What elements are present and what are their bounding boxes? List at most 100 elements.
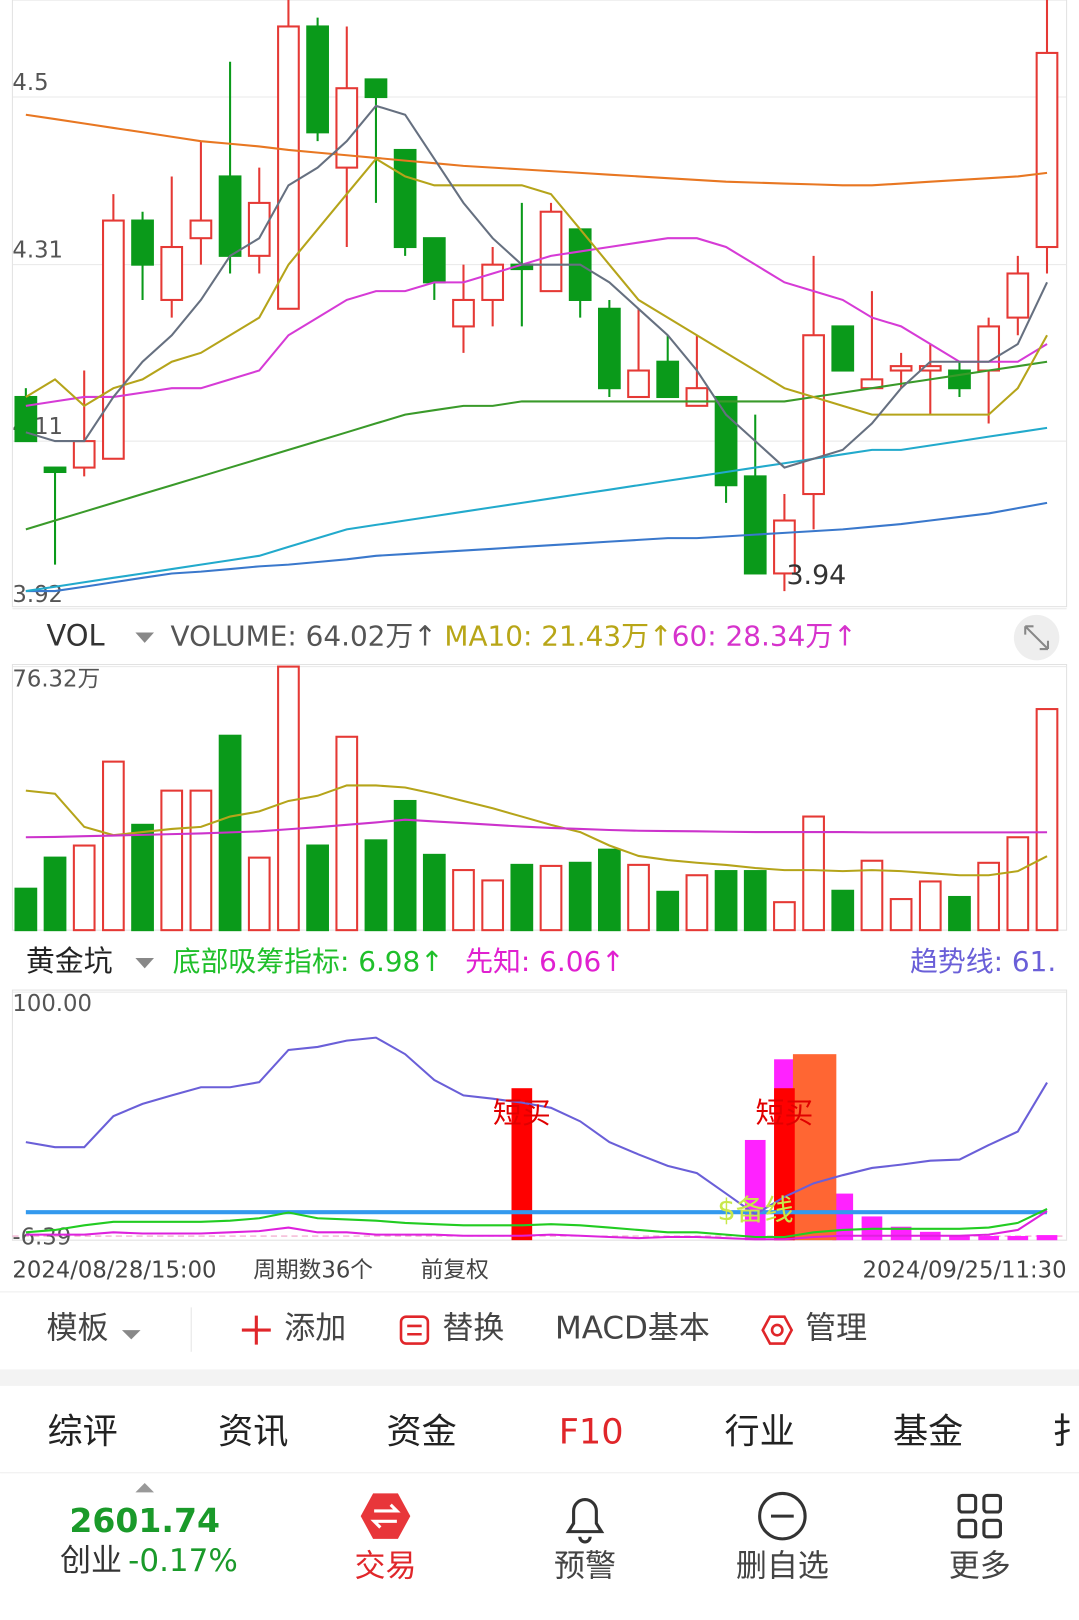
end-date: 2024/09/25/11:30	[863, 1258, 1067, 1284]
volume-bar	[364, 839, 388, 932]
dropdown-icon	[121, 1330, 141, 1340]
series-line	[25, 426, 1048, 593]
signal-bar	[792, 1054, 837, 1241]
volume-bar	[918, 880, 942, 932]
tab[interactable]: F10	[559, 1411, 624, 1452]
remove-icon	[758, 1491, 807, 1541]
nav-remove[interactable]: 删自选	[736, 1548, 829, 1584]
volume-bar	[247, 856, 271, 932]
nav-alert[interactable]: 预警	[554, 1548, 616, 1584]
y-tick-label: 100.00	[12, 991, 92, 1017]
signal-bar	[949, 1235, 970, 1241]
volume-bar	[831, 889, 855, 932]
tab[interactable]: 资金	[387, 1411, 457, 1452]
tab[interactable]: 基金	[893, 1411, 963, 1452]
candle-body	[918, 365, 942, 372]
series-line	[25, 784, 1048, 877]
candle-body	[977, 325, 1001, 372]
ind-label: 底部吸筹指标: 6.98↑	[173, 945, 444, 978]
replace-button[interactable]: 替换	[442, 1311, 504, 1347]
candle-body	[393, 148, 417, 249]
support-label: $备线	[717, 1193, 793, 1227]
series-line	[25, 113, 1048, 187]
candle-body	[685, 387, 709, 407]
volume-bar	[568, 861, 592, 932]
series-line	[25, 1036, 1048, 1216]
candle-body	[131, 219, 154, 266]
candle-body	[422, 237, 446, 284]
nav-more[interactable]: 更多	[949, 1548, 1011, 1584]
candle-body	[72, 440, 96, 469]
template-button[interactable]: 模板	[47, 1311, 109, 1347]
volume-bar	[452, 869, 475, 932]
candle-body	[889, 365, 913, 372]
y-tick-label: 4.5	[12, 70, 48, 96]
alert-icon	[565, 1498, 605, 1544]
manage-icon	[761, 1315, 794, 1345]
macd-button[interactable]: MACD基本	[555, 1311, 710, 1347]
adjust-mode[interactable]: 前复权	[421, 1258, 489, 1284]
volume-bar	[889, 898, 913, 932]
volume-bar	[277, 665, 300, 932]
add-button[interactable]: 添加	[284, 1311, 346, 1347]
candle-body	[452, 298, 475, 328]
tab[interactable]: 资讯	[218, 1411, 288, 1452]
candle-body	[102, 219, 125, 460]
volume-bar	[1006, 836, 1030, 932]
volume-bar	[714, 870, 738, 932]
candle-body	[160, 245, 184, 301]
signal-bar	[978, 1236, 999, 1241]
candle-body	[43, 466, 67, 474]
dropdown-icon[interactable]	[135, 632, 155, 643]
candle-body	[218, 175, 242, 257]
replace-icon	[407, 1324, 422, 1336]
volume-bar	[597, 848, 621, 932]
tab[interactable]: 综评	[48, 1411, 118, 1452]
dropdown-icon[interactable]	[135, 958, 155, 969]
manage-button[interactable]: 管理	[805, 1311, 867, 1347]
trade-icon	[370, 1503, 401, 1529]
candle-body	[1006, 272, 1030, 319]
volume-bar	[43, 856, 67, 932]
tab[interactable]: 行业	[725, 1411, 795, 1452]
add-icon	[241, 1315, 271, 1345]
volume-bar	[773, 901, 796, 932]
vol-ma10-label: MA10: 21.43万↑	[444, 620, 672, 653]
volume-bar	[539, 864, 563, 932]
vol-ma60-label: 60: 28.34万↑	[672, 620, 857, 653]
candle-body	[539, 210, 563, 293]
candle-body	[277, 25, 300, 310]
series-line	[25, 157, 1048, 416]
candle-body	[306, 25, 329, 134]
manage-icon	[770, 1323, 784, 1337]
candle-body	[597, 307, 621, 390]
volume-bar	[131, 823, 154, 932]
candle-body	[189, 219, 213, 240]
buy-signal-label: 短买	[493, 1096, 551, 1130]
series-line	[25, 1208, 1048, 1239]
vol-label: VOLUME: 64.02万↑	[171, 620, 437, 653]
signal-bar	[744, 1139, 766, 1241]
volume-frame	[11, 664, 1068, 931]
candle-body	[743, 475, 767, 575]
nav-trade[interactable]: 交易	[355, 1548, 417, 1584]
up-arrow	[135, 1483, 155, 1493]
expand-icon	[1024, 625, 1050, 651]
candle-body	[14, 395, 38, 443]
index-name: 创业	[60, 1543, 122, 1579]
volume-bar	[948, 895, 971, 932]
candle-body	[481, 263, 505, 301]
signal-bar	[774, 1088, 795, 1241]
series-line	[25, 1210, 1048, 1241]
ind-label: 先知: 6.06↑	[465, 945, 625, 978]
series-line	[25, 818, 1048, 839]
volume-bar	[743, 870, 767, 932]
index-value[interactable]: 2601.74	[69, 1501, 220, 1540]
volume-bar	[1035, 708, 1059, 932]
series-line	[25, 104, 1048, 469]
replace-icon	[399, 1315, 430, 1345]
volume-bar	[860, 859, 884, 932]
candle-body	[627, 369, 650, 399]
candle-body	[1035, 51, 1059, 249]
tab[interactable]: 扌	[1052, 1411, 1079, 1452]
